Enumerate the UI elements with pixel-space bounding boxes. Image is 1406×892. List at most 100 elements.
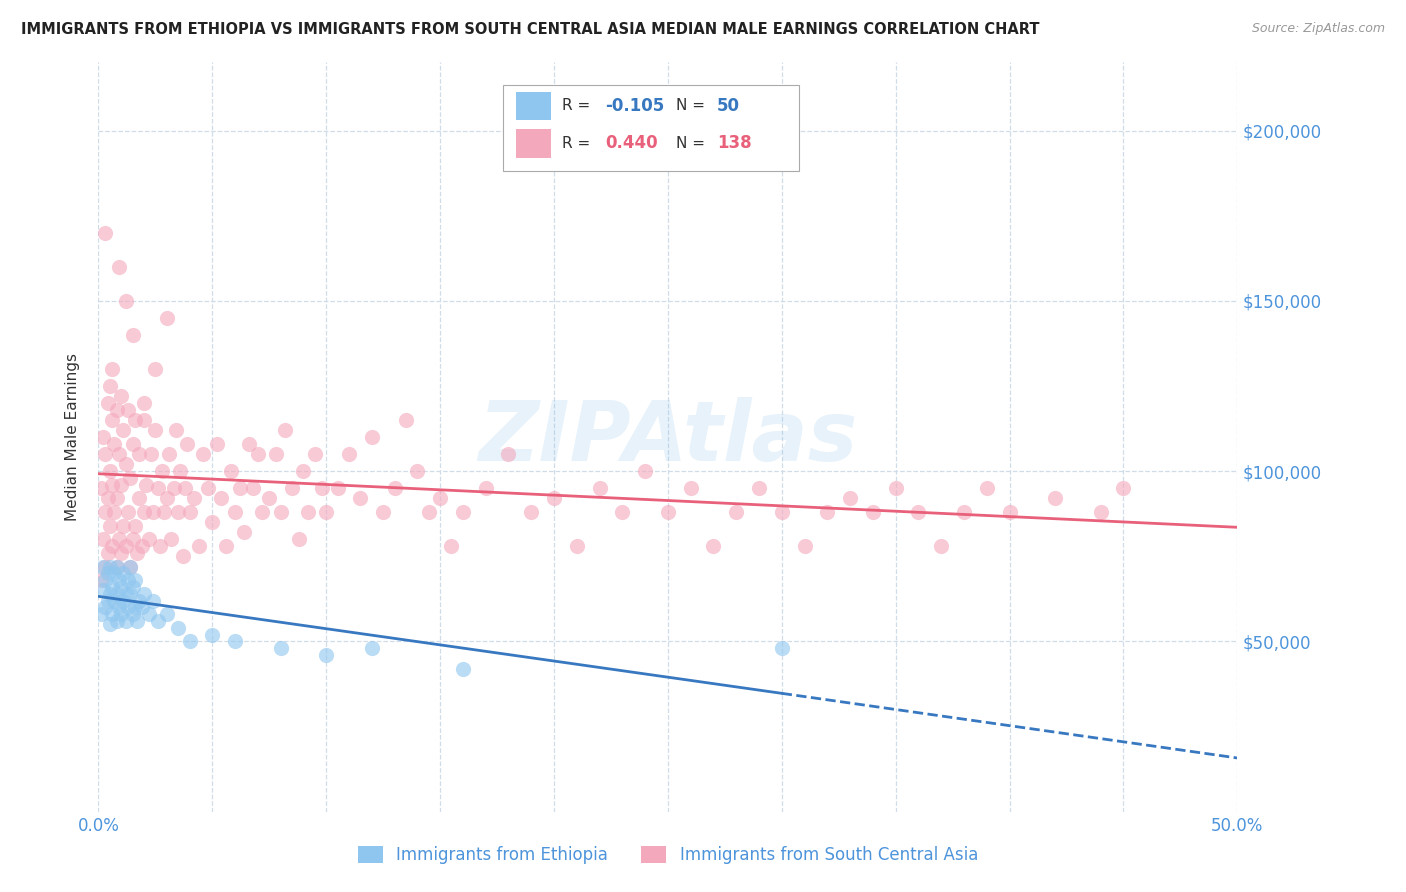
Text: N =: N = <box>676 98 710 113</box>
Text: Source: ZipAtlas.com: Source: ZipAtlas.com <box>1251 22 1385 36</box>
Point <box>172 549 194 564</box>
Point <box>167 505 190 519</box>
Point <box>165 423 187 437</box>
Point <box>128 447 150 461</box>
Point <box>193 447 215 461</box>
Point <box>96 491 118 506</box>
Point <box>132 505 155 519</box>
Point <box>337 447 360 461</box>
Point <box>110 477 132 491</box>
Point <box>183 491 205 506</box>
Point <box>94 559 117 574</box>
Point <box>543 491 565 506</box>
Point <box>326 481 349 495</box>
Point <box>162 481 184 495</box>
Point <box>132 413 155 427</box>
Point <box>565 539 588 553</box>
Point <box>101 362 124 376</box>
Point <box>150 464 173 478</box>
Point <box>103 505 125 519</box>
Point <box>131 600 153 615</box>
Point <box>105 614 128 628</box>
Text: ZIPAtlas: ZIPAtlas <box>478 397 858 477</box>
Point <box>384 481 406 495</box>
Point <box>146 614 169 628</box>
Point <box>634 464 657 478</box>
Point <box>105 491 128 506</box>
Point <box>124 573 146 587</box>
Point <box>121 437 143 451</box>
Point <box>156 491 179 506</box>
Point <box>96 546 118 560</box>
Point <box>138 533 160 547</box>
Point <box>179 634 201 648</box>
Point <box>96 396 118 410</box>
Point <box>128 593 150 607</box>
Point <box>228 481 250 495</box>
Point <box>371 505 394 519</box>
Point <box>110 607 132 622</box>
Point <box>242 481 264 495</box>
Point <box>406 464 429 478</box>
Point <box>588 481 610 495</box>
Point <box>138 607 160 622</box>
Text: 138: 138 <box>717 135 751 153</box>
Point <box>90 481 112 495</box>
Point <box>139 447 162 461</box>
Point <box>156 607 179 622</box>
Point <box>114 614 136 628</box>
Point <box>98 559 121 574</box>
Point <box>120 559 142 574</box>
Point <box>929 539 952 553</box>
Point <box>124 518 146 533</box>
Point <box>98 518 121 533</box>
Point <box>205 437 228 451</box>
Point <box>174 481 197 495</box>
Point <box>862 505 884 519</box>
Bar <box>516 92 551 120</box>
Point <box>474 481 496 495</box>
Point <box>103 566 125 581</box>
Point <box>98 379 121 393</box>
Point <box>120 587 142 601</box>
Point <box>131 539 153 553</box>
Point <box>124 413 146 427</box>
Text: R =: R = <box>562 136 595 151</box>
Point <box>146 481 169 495</box>
Point <box>94 573 117 587</box>
Point <box>156 310 179 325</box>
Point <box>90 573 112 587</box>
Point <box>132 396 155 410</box>
FancyBboxPatch shape <box>503 85 799 171</box>
Point <box>907 505 929 519</box>
Point <box>360 430 382 444</box>
Point <box>105 402 128 417</box>
Point <box>120 559 142 574</box>
Point <box>114 587 136 601</box>
Point <box>96 593 118 607</box>
Point <box>135 477 157 491</box>
Point <box>839 491 862 506</box>
Point <box>149 539 172 553</box>
Point <box>128 491 150 506</box>
Point <box>94 600 117 615</box>
Point <box>238 437 260 451</box>
Point <box>270 641 292 656</box>
Point <box>91 533 114 547</box>
Point <box>201 627 224 641</box>
Point <box>657 505 679 519</box>
Point <box>91 430 114 444</box>
Text: 50: 50 <box>717 97 740 115</box>
Point <box>1112 481 1135 495</box>
Point <box>101 477 124 491</box>
Point <box>101 539 124 553</box>
Point <box>124 600 146 615</box>
Point <box>114 539 136 553</box>
Point <box>167 621 190 635</box>
Point <box>108 260 131 274</box>
Point <box>132 587 155 601</box>
Text: -0.105: -0.105 <box>605 97 665 115</box>
Point <box>224 634 246 648</box>
Point <box>179 505 201 519</box>
Point <box>349 491 371 506</box>
